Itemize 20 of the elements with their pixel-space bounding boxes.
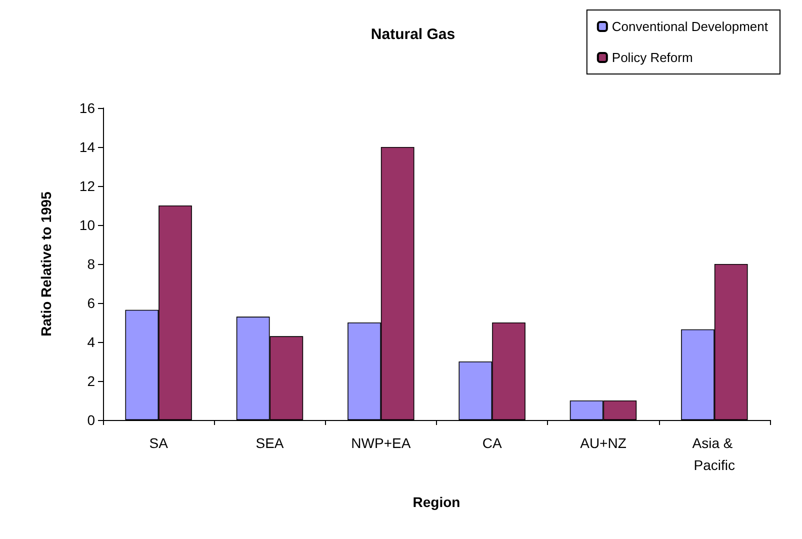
x-tick-label: SEA bbox=[256, 435, 284, 451]
y-tick-label: 2 bbox=[87, 373, 96, 389]
legend-label: Policy Reform bbox=[612, 50, 693, 65]
y-tick-label: 16 bbox=[79, 100, 96, 116]
y-tick-label: 14 bbox=[79, 139, 96, 155]
chart-title: Natural Gas bbox=[370, 26, 456, 43]
y-axis-title: Ratio Relative to 1995 bbox=[38, 191, 54, 336]
legend-label: Conventional Development bbox=[612, 19, 768, 34]
x-tick-label: SA bbox=[149, 435, 169, 451]
y-tick-label: 0 bbox=[87, 412, 96, 428]
x-tick-label: CA bbox=[482, 435, 502, 451]
x-tick-label: AU+NZ bbox=[580, 435, 627, 451]
x-tick-label: Asia & Pacific bbox=[692, 435, 737, 473]
y-tick-label: 6 bbox=[87, 295, 96, 311]
y-tick-label: 10 bbox=[79, 217, 96, 233]
y-tick-label: 8 bbox=[87, 256, 96, 272]
x-axis-title: Region bbox=[412, 494, 460, 510]
y-tick-label: 4 bbox=[87, 334, 96, 350]
x-tick-label: NWP+EA bbox=[351, 435, 412, 451]
y-tick-label: 12 bbox=[79, 178, 96, 194]
